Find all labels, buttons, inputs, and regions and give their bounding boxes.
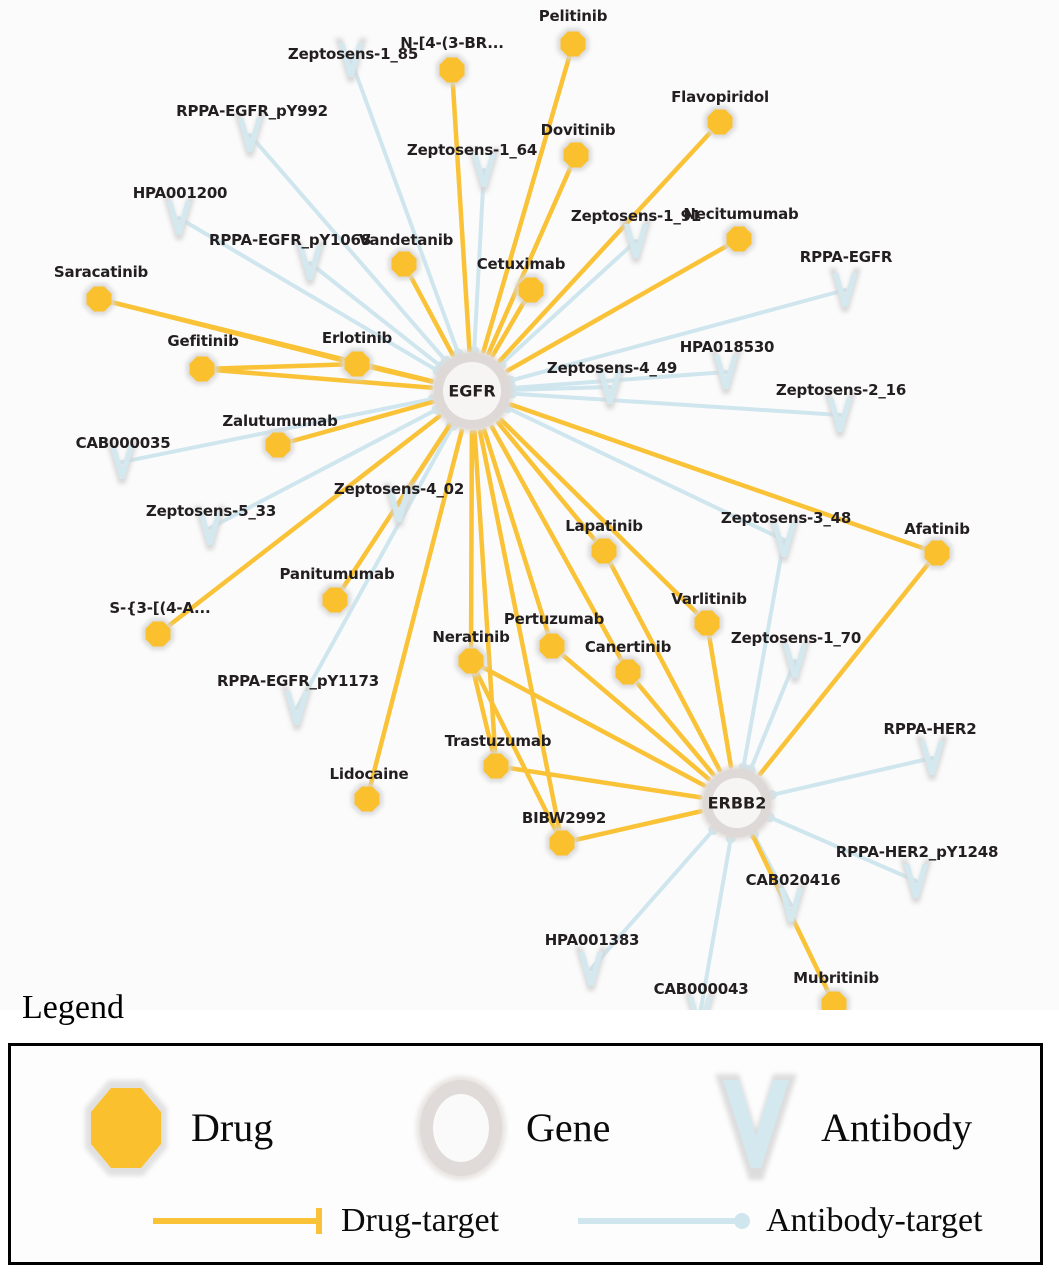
drug-node-label: Saracatinib bbox=[53, 263, 149, 281]
gene-nodes-group bbox=[431, 350, 774, 840]
legend-item-drug-target: Drug-target bbox=[151, 1204, 499, 1238]
legend-item-antibody: Antibody bbox=[701, 1068, 972, 1188]
antibody-node-label: Zeptosens-5_33 bbox=[145, 502, 277, 520]
antibody-node-label: Zeptosens-1_70 bbox=[730, 629, 862, 647]
drug-node-label: Zalutumumab bbox=[222, 412, 338, 430]
legend-label-drug-target: Drug-target bbox=[341, 1202, 499, 1239]
drug-node-label: Lidocaine bbox=[329, 765, 409, 783]
drug-node-label: Lapatinib bbox=[565, 517, 643, 535]
antibody-node-label: CAB000035 bbox=[75, 434, 171, 452]
ring-icon bbox=[416, 1076, 506, 1180]
antibody-node-label: Zeptosens-2_16 bbox=[775, 381, 907, 399]
legend-label-antibody-target: Antibody-target bbox=[766, 1202, 983, 1239]
drug-node-label: Varlitinib bbox=[671, 590, 747, 608]
drug-node-label: Erlotinib bbox=[321, 329, 393, 347]
antibody-node-label: RPPA-EGFR_pY1173 bbox=[217, 672, 379, 690]
antibody-node-label: RPPA-HER2_pY1248 bbox=[835, 843, 999, 861]
drug-edges-group bbox=[96, 41, 940, 1007]
antibody-node-label: RPPA-HER2 bbox=[883, 720, 977, 738]
drug-node-label: Trastuzumab bbox=[444, 732, 552, 750]
chevron-icon bbox=[715, 1074, 797, 1180]
drug-node-label: Panitumumab bbox=[279, 565, 395, 583]
antibody-node-label: CAB000043 bbox=[653, 980, 749, 998]
drug-node-label: Gefitinib bbox=[167, 332, 239, 350]
antibody-node-label: Zeptosens-1_64 bbox=[406, 141, 538, 159]
antibody-node-label: Zeptosens-3_48 bbox=[720, 509, 852, 527]
gene-node-label: EGFR bbox=[448, 381, 496, 401]
drug-node-label: S-{3-[(4-A... bbox=[109, 599, 211, 617]
antibody-node-label: RPPA-EGFR bbox=[799, 248, 893, 266]
drug-node-label: Neratinib bbox=[432, 628, 510, 646]
legend-item-drug: Drug bbox=[71, 1068, 273, 1188]
antibody-node-label: HPA001200 bbox=[132, 184, 228, 202]
antibody-node-label: CAB020416 bbox=[745, 871, 841, 889]
octagon-icon bbox=[85, 1080, 167, 1176]
antibody-node-label: Zeptosens-1_91 bbox=[570, 207, 702, 225]
drug-node-label: Flavopiridol bbox=[671, 88, 769, 106]
antibody-node-label: Zeptosens-4_49 bbox=[546, 359, 678, 377]
drug-node-label: Afatinib bbox=[904, 520, 970, 538]
antibody-node-label: RPPA-EGFR_pY1068 bbox=[209, 231, 371, 249]
drug-node-label: Pertuzumab bbox=[503, 610, 605, 628]
legend-box: Drug Gene Antibody Drug-target bbox=[8, 1043, 1043, 1265]
line-tee-icon bbox=[153, 1208, 322, 1234]
legend-title: Legend bbox=[22, 989, 124, 1026]
gene-node-label: ERBB2 bbox=[707, 793, 767, 813]
drug-nodes-group bbox=[83, 28, 953, 1010]
drug-node-label: Pelitinib bbox=[538, 7, 608, 25]
line-circle-icon bbox=[578, 1213, 750, 1229]
antibody-node-label: Zeptosens-1_85 bbox=[287, 45, 419, 63]
legend-label-gene: Gene bbox=[526, 1105, 611, 1150]
drug-node-label: Necitumumab bbox=[683, 205, 799, 223]
legend-item-gene: Gene bbox=[406, 1068, 610, 1188]
legend-label-antibody: Antibody bbox=[821, 1105, 973, 1150]
antibody-node-label: RPPA-EGFR_pY992 bbox=[176, 102, 328, 120]
drug-node-label: Dovitinib bbox=[540, 121, 616, 139]
drug-node-label: Vandetanib bbox=[358, 231, 454, 249]
legend-item-antibody-target: Antibody-target bbox=[576, 1204, 983, 1238]
legend-label-drug: Drug bbox=[191, 1105, 274, 1150]
legend: Legend Drug Gene Antibody bbox=[0, 985, 1059, 1280]
drug-node-label: Cetuximab bbox=[476, 255, 566, 273]
drug-node-label: Canertinib bbox=[584, 638, 672, 656]
antibody-node-label: HPA018530 bbox=[679, 338, 775, 356]
drug-node-label: BIBW2992 bbox=[521, 809, 607, 827]
network-graph-canvas: Pelitinib N-[4-(3-BR... Flavopiridol Doviti… bbox=[53, 7, 999, 1010]
antibody-node-label: Zeptosens-4_02 bbox=[333, 480, 465, 498]
antibody-node-label: HPA001383 bbox=[544, 931, 640, 949]
network-svg bbox=[83, 28, 953, 1010]
drug-node-label: Mubritinib bbox=[793, 969, 879, 987]
antibody-nodes-group bbox=[106, 38, 948, 1010]
drug-node-label: N-[4-(3-BR... bbox=[400, 34, 504, 52]
